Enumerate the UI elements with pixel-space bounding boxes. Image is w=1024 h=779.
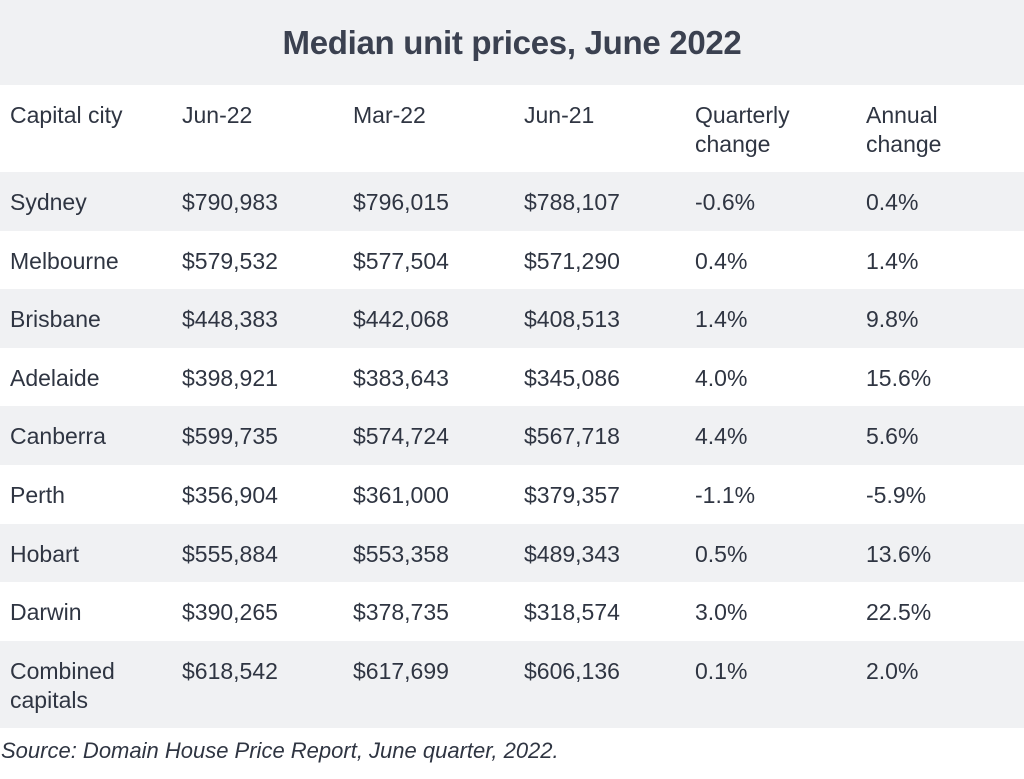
cell: Brisbane (10, 306, 101, 333)
cell: $448,383 (182, 306, 278, 333)
price-table: Capital city Jun-22 Mar-22 Jun-21 Quarte… (0, 85, 1024, 728)
cell: 0.5% (695, 540, 748, 567)
cell: 1.4% (695, 306, 748, 333)
cell: $574,724 (353, 423, 449, 450)
cell: $599,735 (182, 423, 278, 450)
column-header: Quarterly change (695, 102, 790, 157)
cell: Darwin (10, 599, 82, 626)
cell: $356,904 (182, 481, 278, 508)
cell: $383,643 (353, 364, 449, 391)
cell: -5.9% (866, 481, 927, 508)
cell: 3.0% (695, 599, 748, 626)
cell: 0.4% (695, 247, 748, 274)
cell: 0.4% (866, 189, 919, 215)
cell: 2.0% (866, 657, 919, 684)
cell: $489,343 (524, 540, 620, 567)
cell: $318,574 (524, 599, 620, 626)
cell: $788,107 (524, 189, 620, 215)
cell: $442,068 (353, 306, 449, 333)
cell: $555,884 (182, 540, 278, 567)
cell: 13.6% (866, 540, 932, 567)
table-row: Brisbane $448,383 $442,068 $408,513 1.4%… (0, 289, 1024, 348)
table-row: Perth $356,904 $361,000 $379,357 -1.1% -… (0, 464, 1024, 524)
table-title: Median unit prices, June 2022 (282, 23, 742, 61)
table-row: Darwin $390,265 $378,735 $318,574 3.0% 2… (0, 582, 1024, 641)
cell: 15.6% (866, 364, 932, 391)
cell: 9.8% (866, 306, 919, 333)
table-row: Adelaide $398,921 $383,643 $345,086 4.0%… (0, 347, 1024, 407)
cell: $378,735 (353, 599, 449, 626)
title-bar: Median unit prices, June 2022 (0, 0, 1024, 85)
cell: $579,532 (182, 247, 278, 274)
column-header: Jun-21 (524, 102, 595, 128)
cell: $790,983 (182, 189, 278, 215)
table-row: Hobart $555,884 $553,358 $489,343 0.5% 1… (0, 523, 1024, 583)
cell: -1.1% (695, 481, 756, 508)
column-header: Annual change (866, 102, 942, 157)
cell: $345,086 (524, 364, 620, 391)
cell: $361,000 (353, 481, 449, 508)
cell: Perth (10, 481, 65, 508)
table-row: Combined capitals $618,542 $617,699 $606… (0, 640, 1024, 728)
cell: $577,504 (353, 247, 449, 274)
cell: $796,015 (353, 189, 449, 215)
cell: $617,699 (353, 657, 449, 684)
cell: Combined capitals (10, 657, 115, 713)
cell: $567,718 (524, 423, 620, 450)
cell: 5.6% (866, 423, 919, 450)
cell: $618,542 (182, 657, 278, 684)
cell: 0.1% (695, 657, 748, 684)
column-header: Jun-22 (182, 102, 253, 128)
cell: Adelaide (10, 364, 100, 391)
cell: -0.6% (695, 189, 756, 215)
cell: $390,265 (182, 599, 278, 626)
column-header: Mar-22 (353, 102, 426, 128)
cell: 22.5% (866, 599, 932, 626)
cell: $398,921 (182, 364, 278, 391)
cell: 4.4% (695, 423, 748, 450)
cell: $553,358 (353, 540, 449, 567)
cell: $606,136 (524, 657, 620, 684)
cell: $571,290 (524, 247, 620, 274)
source-note: Source: Domain House Price Report, June … (1, 738, 559, 763)
cell: Melbourne (10, 247, 119, 274)
cell: Canberra (10, 423, 106, 450)
cell: $408,513 (524, 306, 620, 333)
cell: 1.4% (866, 247, 919, 274)
table-row: Melbourne $579,532 $577,504 $571,290 0.4… (0, 230, 1024, 290)
cell: $379,357 (524, 481, 620, 508)
table-row: Sydney $790,983 $796,015 $788,107 -0.6% … (0, 172, 1024, 231)
header-row: Capital city Jun-22 Mar-22 Jun-21 Quarte… (0, 85, 1024, 172)
cell: Hobart (10, 540, 80, 567)
cell: 4.0% (695, 364, 748, 391)
cell: Sydney (10, 189, 87, 215)
column-header: Capital city (10, 102, 123, 128)
table-row: Canberra $599,735 $574,724 $567,718 4.4%… (0, 406, 1024, 465)
